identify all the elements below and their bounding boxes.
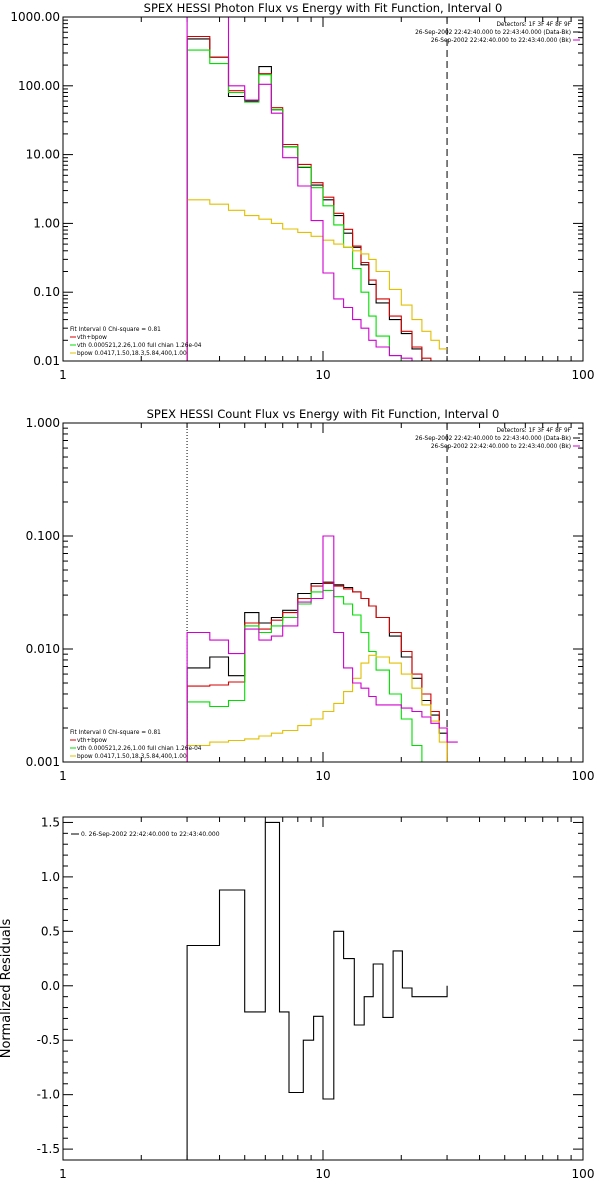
series-line-bpow: [186, 199, 448, 361]
plot-frame: [62, 16, 584, 362]
x-tick-label: 10: [315, 769, 330, 783]
y-tick-label: 1.5: [41, 815, 60, 829]
x-tick-label: 100: [572, 368, 595, 382]
legend-top-text: Detectors: 1F 3F 4F 8F 9F: [496, 428, 571, 434]
plot-frame: [62, 816, 584, 1161]
y-tick-label: 0.10: [33, 285, 60, 299]
y-tick-label: -1.5: [37, 1142, 60, 1156]
series-line-bk: [186, 535, 458, 762]
y-tick-label: 0.010: [26, 642, 60, 656]
series-line-vth: [186, 589, 432, 762]
plot-area: [186, 17, 448, 361]
legend-bottom-text: bpow 0.0417,1.50,18.3,5.84,400,1.00: [77, 351, 187, 357]
series-line-0-26-sep-2002-22-42-40-000-to-22-43-40-000: [186, 821, 448, 1160]
y-tick-label: 0.5: [41, 924, 60, 938]
y-tick-label: 0.01: [33, 354, 60, 368]
x-tick-label: 10: [315, 1167, 330, 1181]
plot-area: [186, 821, 448, 1160]
residuals-panel: Normalized Residuals 1 10 100 -1.5 -1.0 -0.5 0.…: [0, 815, 594, 1181]
series-line-bk: [186, 17, 423, 361]
y-tick-label: 0.001: [26, 755, 60, 769]
y-tick-label: 1.0: [41, 870, 60, 884]
legend-text: 0. 26-Sep-2002 22:42:40.000 to 22:43:40.…: [81, 831, 220, 838]
x-tick-label: 100: [572, 1167, 595, 1181]
series-line-vth: [186, 49, 402, 361]
series-line-bpow: [186, 654, 448, 762]
series-line-vth-bpow: [186, 582, 458, 762]
y-tick-label: 1.000: [26, 416, 60, 430]
x-tick-label: 1: [59, 368, 67, 382]
y-tick-label: 100.00: [18, 79, 60, 93]
count-flux-panel: SPEX HESSI Count Flux vs Energy with Fit…: [26, 407, 595, 783]
legend-top-text: 26-Sep-2002 22:42:40.000 to 22:43:40.000…: [415, 436, 571, 442]
legend-top-text: 26-Sep-2002 22:42:40.000 to 22:43:40.000…: [415, 30, 571, 36]
y-tick-label: 1000.00: [10, 10, 60, 24]
series-line-vth-bpow: [186, 35, 432, 361]
legend-bottom-text: Fit Interval 0 Chi-square = 0.81: [70, 327, 161, 333]
photon-flux-panel: SPEX HESSI Photon Flux vs Energy with Fi…: [10, 1, 594, 382]
plot-frame: [62, 422, 584, 763]
y-axis-label: Normalized Residuals: [0, 919, 14, 1059]
chart-title: SPEX HESSI Count Flux vs Energy with Fit…: [147, 407, 500, 421]
plot-area: [186, 535, 458, 762]
y-tick-label: 0.100: [26, 529, 60, 543]
legend-top-text: 26-Sep-2002 22:42:40.000 to 22:43:40.000…: [431, 444, 571, 450]
legend-bottom-text: vth+bpow: [77, 738, 107, 744]
legend-top-text: 26-Sep-2002 22:42:40.000 to 22:43:40.000…: [431, 38, 571, 44]
y-tick-label: 10.00: [26, 148, 60, 162]
x-tick-label: 1: [59, 1167, 67, 1181]
x-tick-label: 1: [59, 769, 67, 783]
legend-bottom-text: bpow 0.0417,1.50,18.3,5.84,400,1.00: [77, 754, 187, 760]
y-tick-label: -1.0: [37, 1088, 60, 1102]
series-line-data-bk: [186, 38, 432, 361]
legend-top-text: Detectors: 1F 3F 4F 8F 9F: [496, 22, 571, 28]
legend-bottom-text: vth 0.000521,2.26,1.00 full chian 1.26e-…: [77, 746, 202, 752]
legend-bottom-text: vth 0.000521,2.26,1.00 full chian 1.26e-…: [77, 343, 202, 349]
chart-title: SPEX HESSI Photon Flux vs Energy with Fi…: [144, 1, 503, 15]
y-tick-label: -0.5: [37, 1033, 60, 1047]
x-tick-label: 10: [315, 368, 330, 382]
y-tick-label: 0.0: [41, 979, 60, 993]
legend-bottom-text: Fit Interval 0 Chi-square = 0.81: [70, 730, 161, 736]
y-tick-label: 1.00: [33, 216, 60, 230]
x-tick-label: 100: [572, 769, 595, 783]
legend-bottom-text: vth+bpow: [77, 335, 107, 341]
